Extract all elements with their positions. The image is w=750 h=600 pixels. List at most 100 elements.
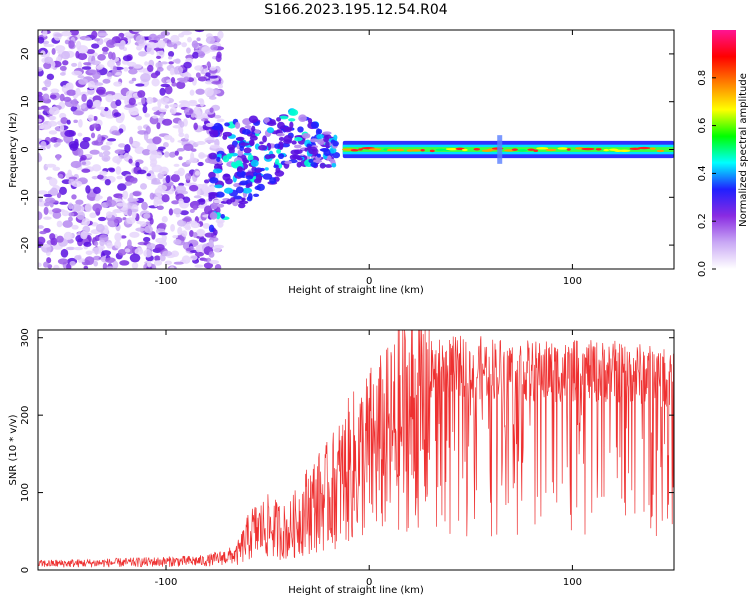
spectral-blob bbox=[155, 152, 163, 159]
spectral-blob bbox=[277, 153, 285, 160]
spectral-blob bbox=[175, 185, 187, 193]
spectral-blob bbox=[161, 194, 170, 203]
x-tick-label: 0 bbox=[366, 577, 372, 588]
spectral-blob bbox=[73, 246, 84, 251]
spectral-blob bbox=[150, 158, 158, 166]
spectral-blob bbox=[176, 81, 186, 90]
spectral-blob bbox=[113, 81, 123, 87]
spectral-blob bbox=[137, 130, 148, 135]
spectral-blob bbox=[130, 111, 140, 116]
spectral-blob bbox=[68, 212, 75, 217]
spectral-blob bbox=[91, 123, 99, 128]
spectral-blob bbox=[105, 141, 113, 146]
spectral-blob bbox=[324, 164, 333, 168]
spectral-blob bbox=[117, 183, 127, 191]
spectral-blob bbox=[128, 66, 134, 70]
spectral-blob bbox=[294, 137, 303, 142]
spectral-blob bbox=[77, 52, 88, 61]
spectral-blob bbox=[177, 226, 183, 236]
spectral-blob bbox=[149, 149, 158, 156]
spectral-blob bbox=[54, 45, 66, 52]
spectral-blob bbox=[143, 213, 151, 219]
spectral-blob bbox=[68, 141, 79, 149]
spectral-blob bbox=[119, 260, 130, 266]
spectral-blob bbox=[113, 112, 122, 117]
spectral-blob bbox=[63, 231, 73, 241]
spectral-blob bbox=[146, 96, 154, 104]
spectral-blob bbox=[94, 197, 101, 202]
spectral-blob bbox=[178, 132, 185, 138]
y-tick-label: 0 bbox=[20, 146, 31, 152]
spectral-blob bbox=[146, 44, 155, 54]
snr-x-ticks: -100 0 100 bbox=[155, 330, 582, 588]
spectral-blob bbox=[144, 61, 149, 66]
spectral-blob bbox=[59, 124, 65, 132]
spectral-blob bbox=[173, 239, 182, 245]
spectral-blob bbox=[48, 177, 58, 187]
spectral-blob bbox=[205, 139, 216, 143]
spectrogram-x-label: Height of straight line (km) bbox=[288, 285, 424, 296]
colorbar: 0.0 0.2 0.4 0.6 0.8 Normalized spectral ampl… bbox=[697, 30, 749, 277]
carrier-peak bbox=[557, 147, 568, 150]
spectral-blob bbox=[126, 217, 136, 225]
spectral-blob bbox=[52, 208, 62, 214]
spectral-blob bbox=[170, 250, 180, 258]
spectral-blob bbox=[72, 98, 78, 108]
spectral-blob bbox=[61, 85, 67, 93]
spectral-blob bbox=[122, 217, 127, 221]
carrier-peak bbox=[581, 147, 595, 151]
spectral-blob bbox=[53, 264, 60, 269]
spectral-blob bbox=[124, 98, 130, 106]
carrier-peak bbox=[656, 149, 665, 153]
spectral-blob bbox=[159, 87, 166, 96]
spectral-blob bbox=[118, 143, 126, 148]
snr-series-line bbox=[37, 329, 675, 568]
spectral-blob bbox=[195, 88, 205, 95]
spectral-blob bbox=[114, 240, 122, 249]
spectral-blob bbox=[195, 72, 201, 78]
spectral-blob bbox=[124, 181, 133, 186]
spectral-blob bbox=[132, 191, 141, 197]
spectral-blob bbox=[131, 262, 139, 269]
spectral-blob bbox=[201, 46, 211, 54]
snr-x-label: Height of straight line (km) bbox=[288, 585, 424, 596]
spectral-blob bbox=[75, 87, 81, 97]
spectral-blob bbox=[83, 241, 92, 247]
spectral-blob bbox=[276, 148, 281, 154]
spectral-blob bbox=[189, 184, 199, 192]
spectral-blob bbox=[43, 216, 52, 220]
spectral-blob bbox=[217, 221, 224, 228]
spectral-blob bbox=[209, 107, 214, 113]
spectral-blob bbox=[273, 164, 279, 169]
colorbar-tick-label: 0.2 bbox=[697, 213, 708, 229]
spectral-blob bbox=[93, 260, 99, 267]
spectral-blob bbox=[234, 160, 243, 169]
spectral-blob bbox=[316, 133, 325, 140]
y-tick-label: 10 bbox=[20, 95, 31, 108]
spectral-blob bbox=[174, 58, 181, 64]
spectral-blob bbox=[76, 211, 86, 220]
spectral-blob bbox=[215, 191, 225, 198]
spectral-blob bbox=[154, 243, 165, 251]
spectral-blob bbox=[242, 187, 253, 194]
carrier-peak bbox=[637, 146, 651, 150]
spectral-blob bbox=[147, 260, 152, 268]
spectral-blob bbox=[135, 35, 145, 45]
spectral-blob bbox=[112, 65, 117, 74]
spectral-blob bbox=[255, 174, 263, 182]
spectral-blob bbox=[250, 159, 259, 167]
spectral-blob bbox=[269, 177, 277, 185]
spectral-blob bbox=[80, 231, 88, 240]
spectral-blob bbox=[71, 180, 83, 188]
spectral-blob bbox=[141, 201, 148, 211]
spectral-blob bbox=[209, 211, 218, 220]
spectral-blob bbox=[168, 56, 173, 60]
spectral-blob bbox=[39, 124, 51, 130]
spectral-blob bbox=[59, 201, 69, 205]
spectral-blob bbox=[332, 151, 341, 159]
spectral-blob bbox=[211, 80, 222, 85]
spectral-blob bbox=[209, 177, 219, 184]
spectral-blob bbox=[193, 122, 198, 131]
spectral-blob bbox=[309, 138, 319, 143]
